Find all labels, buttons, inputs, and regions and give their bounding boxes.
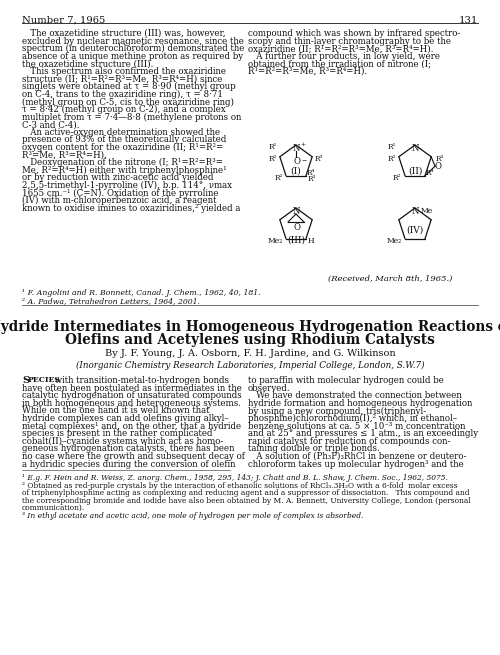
Text: chloroform takes up molecular hydrogen³ and the: chloroform takes up molecular hydrogen³ … xyxy=(248,460,464,468)
Text: spectrum (in deuterochloroform) demonstrated the: spectrum (in deuterochloroform) demonstr… xyxy=(22,44,244,53)
Text: R²: R² xyxy=(275,174,283,181)
Text: While on the one hand it is well known that: While on the one hand it is well known t… xyxy=(22,406,210,415)
Text: metal complexes¹ and, on the other, that a hydride: metal complexes¹ and, on the other, that… xyxy=(22,422,241,430)
Text: An active-oxygen determination showed the: An active-oxygen determination showed th… xyxy=(22,128,220,137)
Text: or by reduction with zinc-acetic acid yielded: or by reduction with zinc-acetic acid yi… xyxy=(22,174,214,182)
Text: by using a new compound, tris(triphenyl-: by using a new compound, tris(triphenyl- xyxy=(248,406,426,415)
Text: multiplet from τ = 7·4—8·8 (methylene protons on: multiplet from τ = 7·4—8·8 (methylene pr… xyxy=(22,113,242,122)
Text: oxaziridine (II; R¹=R²=R³=Me, R³=R⁴=H).: oxaziridine (II; R¹=R²=R³=Me, R³=R⁴=H). xyxy=(248,44,434,53)
Text: phosphine)chlororhodium(I),² which, in ethanol–: phosphine)chlororhodium(I),² which, in e… xyxy=(248,414,457,423)
Text: H: H xyxy=(308,236,314,245)
Text: R³: R³ xyxy=(435,155,444,162)
Text: τ = 8·42 (methyl group on C-2), and a complex: τ = 8·42 (methyl group on C-2), and a co… xyxy=(22,105,226,114)
Text: By J. F. Young, J. A. Osborn, F. H. Jardine, and G. Wilkinson: By J. F. Young, J. A. Osborn, F. H. Jard… xyxy=(104,349,396,358)
Text: PECIES: PECIES xyxy=(28,376,61,384)
Text: on C-4, trans to the oxaziridine ring), τ = 8·71: on C-4, trans to the oxaziridine ring), … xyxy=(22,90,223,99)
Text: (Received, March 8th, 1965.): (Received, March 8th, 1965.) xyxy=(328,275,452,283)
Text: benzene solutions at ca. 5 × 10⁻³ m concentration: benzene solutions at ca. 5 × 10⁻³ m conc… xyxy=(248,422,466,430)
Text: ³ In ethyl acetate and acetic acid, one mole of hydrogen per mole of complex is : ³ In ethyl acetate and acetic acid, one … xyxy=(22,512,363,520)
Text: presence of 93% of the theoretically calculated: presence of 93% of the theoretically cal… xyxy=(22,136,227,144)
Text: Me, R²=R⁴=H) either with triphenylphosphine¹: Me, R²=R⁴=H) either with triphenylphosph… xyxy=(22,166,227,175)
Text: R³: R³ xyxy=(308,175,316,183)
Text: N: N xyxy=(293,144,300,153)
Text: Me₂: Me₂ xyxy=(268,236,283,245)
Text: ² A. Padwa, Tetrahedron Letters, 1964, 2001.: ² A. Padwa, Tetrahedron Letters, 1964, 2… xyxy=(22,297,200,305)
Text: singlets were obtained at τ = 8·90 (methyl group: singlets were obtained at τ = 8·90 (meth… xyxy=(22,82,236,91)
Text: observed.: observed. xyxy=(248,384,290,392)
Text: to paraffin with molecular hydrogen could be: to paraffin with molecular hydrogen coul… xyxy=(248,376,444,385)
Text: geneous hydrogenation catalysts, there has been: geneous hydrogenation catalysts, there h… xyxy=(22,444,234,453)
Text: −: − xyxy=(301,157,306,162)
Text: R³: R³ xyxy=(314,155,322,162)
Text: The oxazetidine structure (III) was, however,: The oxazetidine structure (III) was, how… xyxy=(22,29,226,38)
Text: hydride complexes can add olefins giving alkyl–: hydride complexes can add olefins giving… xyxy=(22,414,229,423)
Text: R⁴: R⁴ xyxy=(307,169,316,177)
Text: 1655 cm.⁻¹ (C=N). Oxidation of the pyrroline: 1655 cm.⁻¹ (C=N). Oxidation of the pyrro… xyxy=(22,189,218,198)
Text: taining double or triple bonds.: taining double or triple bonds. xyxy=(248,444,380,453)
Text: (methyl group on C-5, cis to the oxaziridine ring): (methyl group on C-5, cis to the oxaziri… xyxy=(22,98,234,107)
Text: O: O xyxy=(293,157,300,166)
Text: species is present in the rather complicated: species is present in the rather complic… xyxy=(22,429,212,438)
Text: C-3 and C-4).: C-3 and C-4). xyxy=(22,121,80,129)
Text: Olefins and Acetylenes using Rhodium Catalysts: Olefins and Acetylenes using Rhodium Cat… xyxy=(65,333,435,347)
Text: R¹=R²=R³=Me, R³=R⁴=H).: R¹=R²=R³=Me, R³=R⁴=H). xyxy=(248,67,367,76)
Text: R²: R² xyxy=(393,174,402,181)
Text: structure (II; R¹=R²=R³=Me, R³=R⁴=H) since: structure (II; R¹=R²=R³=Me, R³=R⁴=H) sin… xyxy=(22,75,222,84)
Text: O: O xyxy=(434,162,441,171)
Text: R¹: R¹ xyxy=(269,143,277,151)
Text: R⁴: R⁴ xyxy=(426,169,434,177)
Text: compound which was shown by infrared spectro-: compound which was shown by infrared spe… xyxy=(248,29,460,38)
Text: (IV) with m-chloroperbenzoic acid, a reagent: (IV) with m-chloroperbenzoic acid, a rea… xyxy=(22,196,216,205)
Text: N: N xyxy=(412,144,420,153)
Text: ¹ E.g. F. Hein and R. Weiss, Z. anorg. Chem., 1958, 295, 143; J. Chatt and B. L.: ¹ E.g. F. Hein and R. Weiss, Z. anorg. C… xyxy=(22,474,448,482)
Text: absence of a unique methine proton as required by: absence of a unique methine proton as re… xyxy=(22,52,243,61)
Text: of triphenylphosphine acting as complexing and reducing agent and a suppressor o: of triphenylphosphine acting as complexi… xyxy=(22,489,469,497)
Text: with transition-metal-to-hydrogen bonds: with transition-metal-to-hydrogen bonds xyxy=(52,376,229,385)
Text: R¹: R¹ xyxy=(388,143,396,151)
Text: N: N xyxy=(293,207,300,216)
Text: scopy and thin-layer chromatography to be the: scopy and thin-layer chromatography to b… xyxy=(248,37,451,46)
Text: cobalt(II)–cyanide systems which act as homo-: cobalt(II)–cyanide systems which act as … xyxy=(22,437,223,446)
Text: Number 7, 1965: Number 7, 1965 xyxy=(22,16,105,25)
Text: (IV): (IV) xyxy=(406,226,424,235)
Text: This spectrum also confirmed the oxaziridine: This spectrum also confirmed the oxaziri… xyxy=(22,67,226,76)
Text: R²: R² xyxy=(269,155,277,162)
Text: a hydridic species during the conversion of olefin: a hydridic species during the conversion… xyxy=(22,460,236,468)
Text: Me₂: Me₂ xyxy=(387,236,402,245)
Text: (Inorganic Chemistry Research Laboratories, Imperial College, London, S.W.7): (Inorganic Chemistry Research Laboratori… xyxy=(76,361,424,370)
Text: Hydride Intermediates in Homogeneous Hydrogenation Reactions of: Hydride Intermediates in Homogeneous Hyd… xyxy=(0,320,500,334)
Text: Me: Me xyxy=(421,207,433,215)
Text: and at 25° and pressures ≤ 1 atm., is an exceedingly: and at 25° and pressures ≤ 1 atm., is an… xyxy=(248,429,478,438)
Text: (I): (I) xyxy=(290,167,302,176)
Text: (II): (II) xyxy=(408,167,422,176)
Text: +: + xyxy=(300,142,305,147)
Text: in both homogeneous and heterogeneous systems.: in both homogeneous and heterogeneous sy… xyxy=(22,399,241,408)
Text: ¹ F. Angolini and R. Bonnett, Canad. J. Chem., 1962, 40, 181.: ¹ F. Angolini and R. Bonnett, Canad. J. … xyxy=(22,289,260,297)
Text: Deoxygenation of the nitrone (I; R¹=R²=R³=: Deoxygenation of the nitrone (I; R¹=R²=R… xyxy=(22,159,223,167)
Text: obtained from the irradiation of nitrone (I;: obtained from the irradiation of nitrone… xyxy=(248,60,431,68)
Text: ² Obtained as red-purple crystals by the interaction of ethanolic solutions of R: ² Obtained as red-purple crystals by the… xyxy=(22,481,458,490)
Text: R²: R² xyxy=(388,155,396,162)
Text: catalytic hydrogenation of unsaturated compounds: catalytic hydrogenation of unsaturated c… xyxy=(22,391,242,400)
Text: communication).: communication). xyxy=(22,504,85,512)
Text: no case where the growth and subsequent decay of: no case where the growth and subsequent … xyxy=(22,452,245,461)
Text: 2,5,5-trimethyl-1-pyrroline (IV), b.p. 114°, νmax: 2,5,5-trimethyl-1-pyrroline (IV), b.p. 1… xyxy=(22,181,232,190)
Text: S: S xyxy=(22,376,29,385)
Text: (III): (III) xyxy=(287,236,305,245)
Text: oxygen content for the oxaziridine (II; R¹=R²=: oxygen content for the oxaziridine (II; … xyxy=(22,143,223,152)
Text: O: O xyxy=(293,223,300,232)
Text: 131: 131 xyxy=(458,16,478,25)
Text: N: N xyxy=(412,207,420,216)
Text: have often been postulated as intermediates in the: have often been postulated as intermedia… xyxy=(22,384,242,392)
Text: A further four products, in low yield, were: A further four products, in low yield, w… xyxy=(248,52,440,61)
Text: We have demonstrated the connection between: We have demonstrated the connection betw… xyxy=(248,391,462,400)
Text: hydride formation and homogeneous hydrogenation: hydride formation and homogeneous hydrog… xyxy=(248,399,472,408)
Text: R³=Me, R³=R⁴=H).: R³=Me, R³=R⁴=H). xyxy=(22,151,107,160)
Text: known to oxidise imines to oxaziridines,² yielded a: known to oxidise imines to oxaziridines,… xyxy=(22,204,240,213)
Text: the corresponding bromide and iodide have also been obtained by M. A. Bennett, U: the corresponding bromide and iodide hav… xyxy=(22,496,471,505)
Text: excluded by nuclear magnetic resonance, since the: excluded by nuclear magnetic resonance, … xyxy=(22,37,244,46)
Text: the oxazetidine structure (III).: the oxazetidine structure (III). xyxy=(22,60,154,68)
Text: A solution of (Ph₃P)₃RhCl in benzene or deutero-: A solution of (Ph₃P)₃RhCl in benzene or … xyxy=(248,452,466,461)
Text: rapid catalyst for reduction of compounds con-: rapid catalyst for reduction of compound… xyxy=(248,437,450,446)
